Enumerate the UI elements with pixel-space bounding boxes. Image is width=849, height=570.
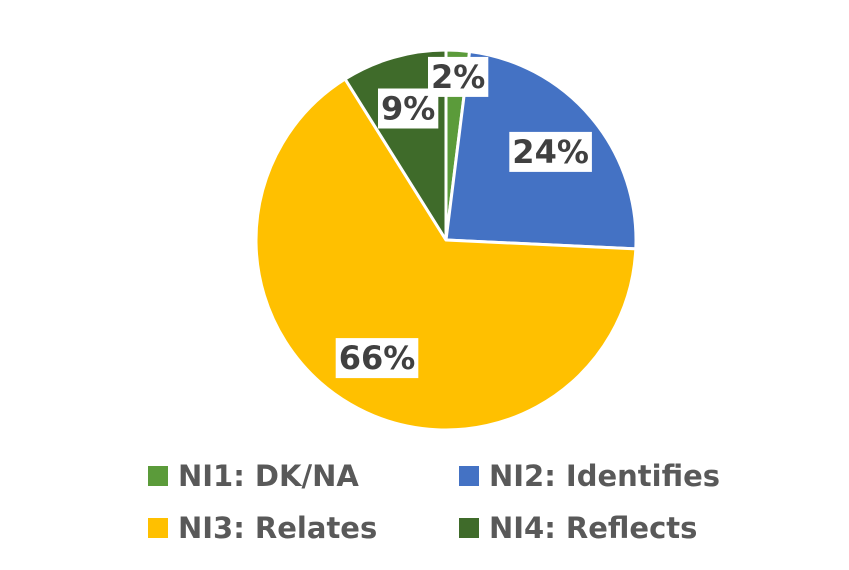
data-label-background [509,131,592,172]
data-label-background [335,338,419,379]
data-label-text: 9% [381,90,435,128]
legend-swatch-ni2 [459,466,479,486]
legend-swatch-ni1 [148,466,168,486]
legend-item-ni3: NI3: Relates [148,510,377,546]
legend-swatch-ni3 [148,518,168,538]
legend-swatch-ni4 [459,518,479,538]
legend: NI1: DK/NA NI2: Identifies NI3: Relates … [148,458,768,554]
data-label-ni4: 9% [378,88,439,129]
legend-item-ni1: NI1: DK/NA [148,458,359,494]
data-label-text: 66% [339,339,416,377]
data-label-ni2: 24% [509,131,592,172]
data-label-text: 2% [431,58,485,96]
legend-item-ni2: NI2: Identifies [459,458,720,494]
data-label-background [378,88,439,129]
legend-label-ni3: NI3: Relates [178,511,378,545]
legend-label-ni2: NI2: Identifies [489,459,721,493]
legend-item-ni4: NI4: Reflects [459,510,697,546]
data-label-ni3: 66% [335,338,419,379]
legend-label-ni1: NI1: DK/NA [178,459,359,493]
data-label-text: 24% [512,133,589,171]
legend-label-ni4: NI4: Reflects [489,511,698,545]
